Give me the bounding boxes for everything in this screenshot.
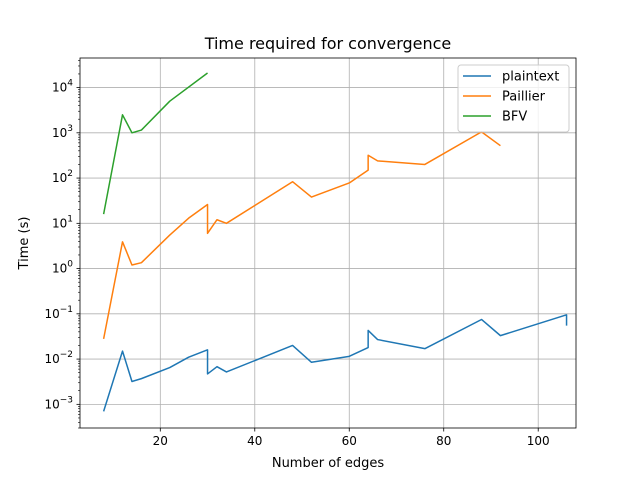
series-line-plaintext bbox=[102, 314, 568, 412]
plot-frame bbox=[79, 57, 577, 429]
legend-label-bfv: BFV bbox=[502, 110, 527, 125]
series-lines bbox=[102, 72, 568, 412]
y-tick-label: 101 bbox=[52, 214, 73, 230]
y-axis-label: Time (s) bbox=[17, 217, 32, 271]
series-line-bfv bbox=[102, 72, 208, 215]
legend: plaintext Paillier BFV bbox=[457, 64, 570, 133]
x-tick-label: 40 bbox=[247, 434, 262, 448]
ticks: 20 40 60 80 100 10−3 10−2 10−1 100 101 102 103 104 bbox=[44, 60, 550, 448]
y-tick-label: 100 bbox=[52, 260, 73, 276]
y-tick-label: 102 bbox=[52, 169, 73, 185]
legend-label-plaintext: plaintext bbox=[502, 70, 559, 85]
series-line-paillier bbox=[102, 131, 501, 339]
y-tick-label: 104 bbox=[52, 79, 73, 95]
y-tick-label: 10−3 bbox=[44, 395, 73, 411]
x-axis-label: Number of edges bbox=[272, 456, 385, 471]
x-tick-label: 20 bbox=[153, 434, 168, 448]
chart-title: Time required for convergence bbox=[204, 34, 452, 53]
x-tick-label: 60 bbox=[342, 434, 357, 448]
y-tick-label: 10−2 bbox=[44, 350, 73, 366]
legend-label-paillier: Paillier bbox=[502, 90, 546, 105]
y-tick-label: 103 bbox=[52, 124, 73, 140]
x-tick-label: 100 bbox=[527, 434, 550, 448]
y-tick-label: 10−1 bbox=[44, 305, 73, 321]
x-tick-label: 80 bbox=[436, 434, 451, 448]
